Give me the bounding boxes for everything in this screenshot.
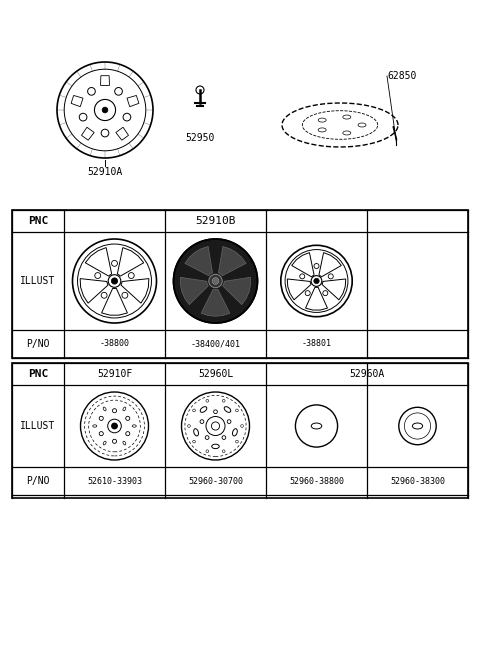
Polygon shape bbox=[218, 246, 246, 276]
Text: ILLUST: ILLUST bbox=[20, 276, 56, 286]
Text: ILLUST: ILLUST bbox=[20, 421, 56, 431]
Text: 52960-30700: 52960-30700 bbox=[188, 476, 243, 486]
Circle shape bbox=[209, 274, 222, 288]
Text: PNC: PNC bbox=[28, 369, 48, 379]
Circle shape bbox=[102, 107, 108, 113]
Text: P/NO: P/NO bbox=[26, 339, 50, 349]
Circle shape bbox=[173, 239, 257, 323]
Bar bbox=[12, 210, 468, 358]
Text: 52910F: 52910F bbox=[97, 369, 132, 379]
Text: 52610-33903: 52610-33903 bbox=[87, 476, 142, 486]
Polygon shape bbox=[185, 246, 213, 276]
Circle shape bbox=[314, 279, 319, 284]
Polygon shape bbox=[201, 289, 230, 316]
Bar bbox=[12, 363, 468, 498]
Text: 52960L: 52960L bbox=[198, 369, 233, 379]
Text: 52910A: 52910A bbox=[87, 167, 122, 177]
Circle shape bbox=[212, 278, 219, 284]
Circle shape bbox=[112, 423, 117, 429]
Text: P/NO: P/NO bbox=[26, 476, 50, 486]
Text: -38400/401: -38400/401 bbox=[191, 340, 240, 348]
Text: 52950: 52950 bbox=[185, 133, 215, 143]
Text: PNC: PNC bbox=[28, 216, 48, 226]
Polygon shape bbox=[223, 277, 251, 305]
Polygon shape bbox=[180, 277, 208, 305]
Text: 52960-38300: 52960-38300 bbox=[390, 476, 445, 486]
Text: 52910B: 52910B bbox=[195, 216, 236, 226]
Text: -38800: -38800 bbox=[99, 340, 130, 348]
Circle shape bbox=[111, 278, 118, 284]
Text: 52960-38800: 52960-38800 bbox=[289, 476, 344, 486]
Text: 52960A: 52960A bbox=[349, 369, 384, 379]
Text: 62850: 62850 bbox=[387, 71, 416, 81]
Text: -38801: -38801 bbox=[301, 340, 332, 348]
